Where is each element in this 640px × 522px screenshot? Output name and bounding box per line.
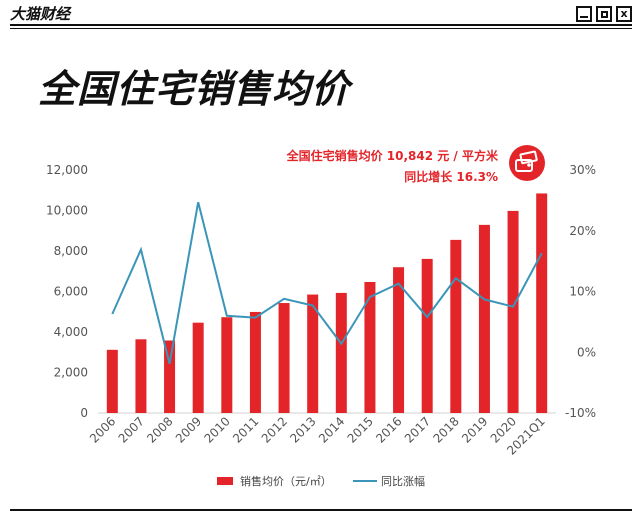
left-tick-label: 6,000 bbox=[54, 285, 88, 299]
right-tick-label: 0% bbox=[577, 345, 596, 359]
bar bbox=[536, 193, 548, 413]
x-tick-label: 2017 bbox=[402, 414, 433, 445]
x-axis: 2006200720082009201020112012201320142015… bbox=[87, 414, 548, 458]
x-tick-label: 2019 bbox=[459, 414, 490, 445]
bar bbox=[421, 258, 433, 413]
right-tick-label: 10% bbox=[569, 285, 596, 299]
x-tick-label: 2009 bbox=[173, 414, 204, 445]
bar bbox=[507, 210, 519, 413]
x-tick-label: 2010 bbox=[201, 414, 232, 445]
x-tick-label: 2007 bbox=[116, 414, 147, 445]
brand-logo: 大猫财经 bbox=[10, 5, 71, 23]
x-tick-label: 2015 bbox=[345, 414, 376, 445]
x-tick-label: 2008 bbox=[144, 414, 175, 445]
maximize-button[interactable] bbox=[596, 6, 612, 22]
page-title: 全国住宅销售均价 bbox=[38, 67, 351, 111]
maximize-icon bbox=[600, 11, 608, 18]
bar bbox=[192, 322, 204, 413]
bar bbox=[278, 303, 290, 413]
annotation: 全国住宅销售均价 10,842 元 / 平方米 同比增长 16.3% bbox=[286, 145, 545, 184]
legend-label-line: 同比涨幅 bbox=[381, 475, 425, 488]
annotation-line1: 全国住宅销售均价 10,842 元 / 平方米 bbox=[286, 148, 499, 163]
x-tick-label: 2016 bbox=[373, 414, 404, 445]
bar bbox=[164, 340, 176, 413]
growth-line bbox=[111, 201, 543, 365]
close-button[interactable]: x bbox=[616, 6, 632, 22]
x-tick-label: 2011 bbox=[230, 414, 261, 445]
right-tick-label: -10% bbox=[565, 406, 596, 420]
bar bbox=[135, 339, 147, 413]
minimize-icon bbox=[580, 16, 588, 18]
bar bbox=[478, 224, 490, 413]
bar bbox=[106, 349, 118, 413]
bar bbox=[393, 267, 405, 413]
bar bbox=[335, 292, 347, 413]
annotation-line2: 同比增长 16.3% bbox=[404, 169, 498, 184]
minimize-button[interactable] bbox=[576, 6, 592, 22]
right-tick-label: 20% bbox=[569, 224, 596, 238]
x-tick-label: 2014 bbox=[316, 414, 347, 445]
legend-swatch-bar bbox=[217, 477, 233, 485]
x-tick-label: 2006 bbox=[87, 414, 118, 445]
right-axis: -10% 0% 10% 20% 30% bbox=[565, 163, 596, 420]
x-tick-label: 2013 bbox=[287, 414, 318, 445]
bar bbox=[364, 281, 376, 413]
right-tick-label: 30% bbox=[569, 163, 596, 177]
footer-divider bbox=[10, 509, 632, 511]
left-axis: 0 2,000 4,000 6,000 8,000 10,000 12,000 bbox=[46, 163, 88, 420]
x-tick-label: 2018 bbox=[430, 414, 461, 445]
left-tick-label: 2,000 bbox=[54, 366, 88, 380]
left-tick-label: 0 bbox=[80, 406, 88, 420]
bar bbox=[450, 239, 462, 413]
left-tick-label: 10,000 bbox=[46, 204, 88, 218]
legend: 销售均价（元/㎡） 同比涨幅 bbox=[217, 474, 425, 488]
bar bbox=[307, 294, 319, 413]
bar bbox=[221, 317, 233, 413]
header-divider bbox=[10, 24, 632, 29]
close-icon: x bbox=[620, 7, 628, 20]
bar-series bbox=[106, 193, 548, 413]
left-tick-label: 12,000 bbox=[46, 163, 88, 177]
money-wallet-icon bbox=[509, 145, 545, 181]
legend-label-bar: 销售均价（元/㎡） bbox=[240, 474, 332, 488]
x-tick-label: 2012 bbox=[259, 414, 290, 445]
left-tick-label: 4,000 bbox=[54, 325, 88, 339]
window-controls: x bbox=[576, 6, 632, 22]
left-tick-label: 8,000 bbox=[54, 244, 88, 258]
bar bbox=[249, 311, 261, 413]
